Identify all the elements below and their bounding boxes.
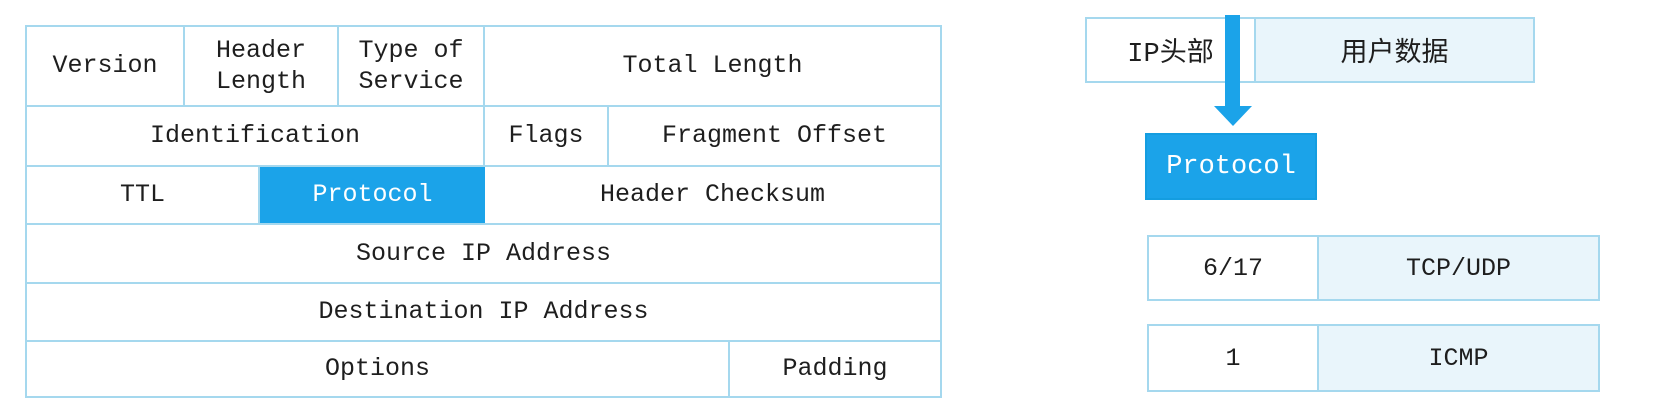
cell-flags: Flags	[485, 107, 609, 165]
cell-source-ip-address: Source IP Address	[355, 238, 612, 268]
packet-bar: IP头部 用户数据	[1085, 17, 1535, 83]
protocol-value-cell: 6/17	[1149, 237, 1319, 299]
protocol-name-cell: ICMP	[1319, 326, 1598, 390]
cell-identification: Identification	[27, 107, 485, 165]
cell-fragment-offset: Fragment Offset	[661, 121, 888, 151]
down-arrow-head-icon	[1214, 106, 1252, 126]
cell-ttl: TTL	[27, 167, 260, 223]
cell-header-checksum: Header Checksum	[599, 180, 826, 210]
cell-header-length: Header Length	[185, 27, 339, 105]
cell-total-length: Total Length	[622, 51, 803, 81]
protocol-name-cell: TCP/UDP	[1319, 237, 1598, 299]
cell-destination-ip-address: Destination IP Address	[318, 297, 649, 327]
table-row: Source IP Address	[27, 225, 940, 284]
cell-protocol-highlighted: Protocol	[260, 167, 485, 223]
ip-header-table: Version Header Length Type of Service To…	[25, 25, 942, 398]
table-row: Identification Flags Fragment Offset	[27, 107, 940, 167]
packet-bar-user-data-cell: 用户数据	[1254, 19, 1533, 81]
protocol-value-cell: 1	[1149, 326, 1319, 390]
protocol-mapping-row-tcp-udp: 6/17 TCP/UDP	[1147, 235, 1600, 301]
down-arrow-shaft-icon	[1225, 15, 1240, 108]
protocol-mapping-row-icmp: 1 ICMP	[1147, 324, 1600, 392]
table-row: Options Padding	[27, 342, 940, 396]
table-row: TTL Protocol Header Checksum	[27, 167, 940, 225]
cell-type-of-service: Type of Service	[339, 27, 485, 105]
protocol-box: Protocol	[1145, 133, 1317, 200]
cell-version: Version	[27, 27, 185, 105]
table-row: Version Header Length Type of Service To…	[27, 27, 940, 107]
cell-options: Options	[27, 342, 730, 396]
table-row: Destination IP Address	[27, 284, 940, 342]
cell-padding: Padding	[782, 354, 888, 384]
